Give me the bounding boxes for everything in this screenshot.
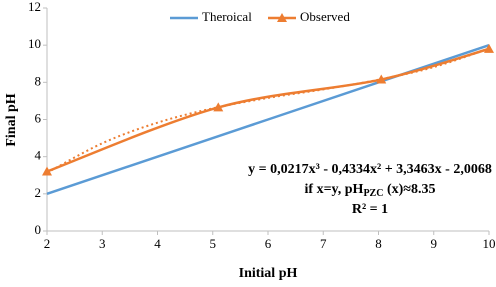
trendline	[46, 47, 490, 174]
pzc-note: if x=y, pHPZC (x)≈8.35	[305, 182, 436, 199]
pzc-text: if x=y, pH	[305, 182, 364, 197]
x-tick-label: 7	[320, 236, 327, 251]
r-squared: R² = 1	[352, 202, 388, 217]
y-axis-label: Final pH	[4, 93, 19, 146]
pzc-text-end: (x)≈8.35	[383, 182, 435, 197]
pzc-subscript: PZC	[363, 188, 383, 199]
marker	[484, 43, 494, 53]
x-tick-label: 8	[375, 236, 382, 251]
marker	[213, 102, 224, 112]
x-tick-label: 4	[154, 236, 161, 251]
legend-label: Theroical	[202, 9, 252, 24]
y-tick-label: 12	[28, 0, 41, 14]
y-tick-label: 10	[28, 36, 41, 51]
marker	[376, 74, 387, 84]
x-tick-label: 6	[265, 236, 272, 251]
x-tick-label: 2	[44, 236, 51, 251]
series-line	[46, 47, 490, 173]
x-tick-label: 5	[210, 236, 217, 251]
legend-label: Observed	[300, 9, 350, 24]
y-tick-label: 4	[35, 148, 42, 163]
x-tick-label: 10	[483, 236, 496, 251]
x-axis-label: Initial pH	[239, 266, 298, 281]
marker	[42, 166, 52, 176]
legend-marker	[277, 13, 287, 22]
equation: y = 0,0217x³ - 0,4334x² + 3,3463x - 2,00…	[248, 162, 492, 177]
y-tick-label: 2	[35, 185, 42, 200]
y-tick-label: 6	[35, 110, 42, 125]
y-tick-label: 8	[35, 73, 42, 88]
series-line	[46, 43, 490, 196]
x-tick-label: 9	[431, 236, 438, 251]
y-tick-label: 0	[35, 222, 42, 237]
x-tick-label: 3	[99, 236, 106, 251]
